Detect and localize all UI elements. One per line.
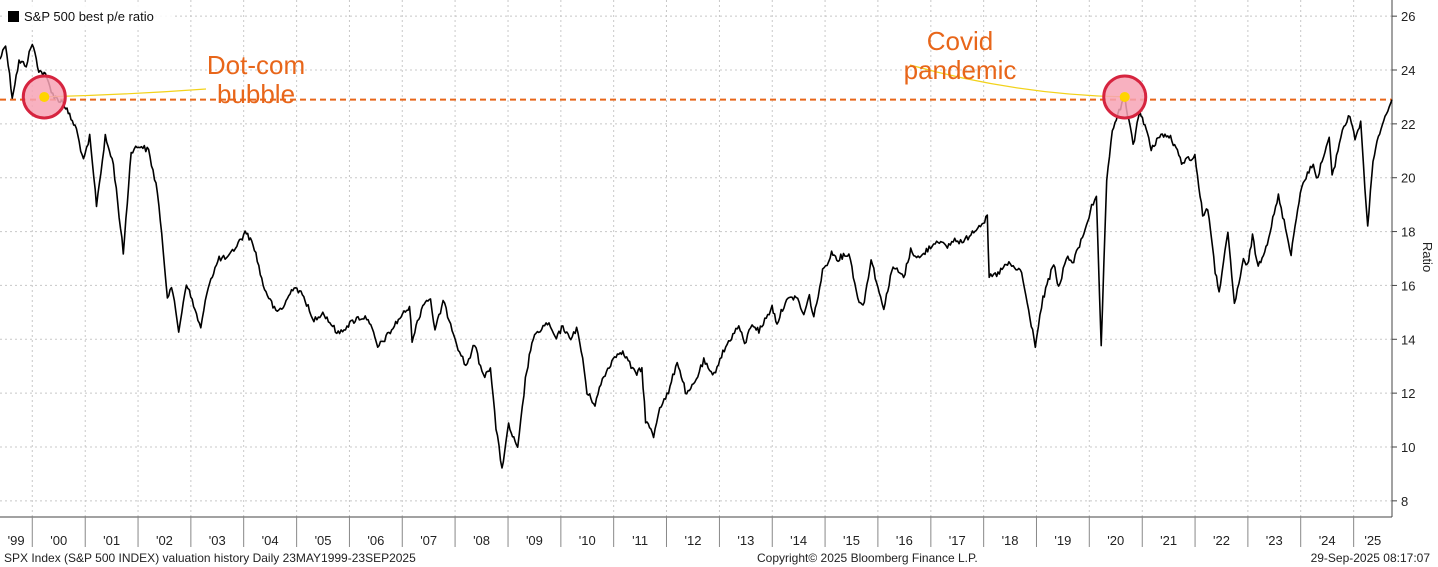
y-tick-label: 24 [1401, 63, 1415, 78]
x-tick-label: '08 [473, 533, 490, 548]
x-tick-label: '02 [156, 533, 173, 548]
y-tick-label: 10 [1401, 440, 1415, 455]
x-tick-label: '99 [8, 533, 25, 548]
annotation-dot [39, 91, 50, 102]
y-tick-label: 12 [1401, 386, 1415, 401]
x-tick-label: '07 [420, 533, 437, 548]
y-tick-label: 18 [1401, 225, 1415, 240]
x-tick-label: '00 [50, 533, 67, 548]
x-tick-label: '13 [737, 533, 754, 548]
annotation-leader [909, 64, 1125, 98]
y-tick-label: 8 [1401, 494, 1408, 509]
x-tick-label: '25 [1364, 533, 1381, 548]
x-tick-label: '15 [843, 533, 860, 548]
x-tick-label: '06 [367, 533, 384, 548]
y-tick-label: 14 [1401, 332, 1415, 347]
x-tick-label: '14 [790, 533, 807, 548]
grid-horizontal [0, 15, 1392, 502]
legend-box [2, 4, 172, 30]
x-tick-label: '05 [315, 533, 332, 548]
footer-description: SPX Index (S&P 500 INDEX) valuation hist… [4, 551, 416, 565]
footer-timestamp: 29-Sep-2025 08:17:07 [1310, 551, 1430, 565]
x-tick-label: '20 [1107, 533, 1124, 548]
x-tick-label: '19 [1054, 533, 1071, 548]
x-tick-label: '16 [896, 533, 913, 548]
x-tick-label: '18 [1002, 533, 1019, 548]
annotation-leader [44, 88, 207, 98]
annotation-text: pandemic [904, 55, 1017, 85]
footer-copyright: Copyright© 2025 Bloomberg Finance L.P. [757, 551, 978, 565]
x-tick-label: '21 [1160, 533, 1177, 548]
annotation-text: bubble [217, 79, 295, 109]
x-tick-label: '01 [103, 533, 120, 548]
x-axis-ticks: '99 '00 '01 '02 '03 '04 '05 '06 '07 '08 '09 '10 '11 '… [8, 517, 1381, 548]
series-line-sp500-pe [0, 43, 1393, 469]
y-axis-label: Ratio [1420, 242, 1435, 272]
x-tick-label: '09 [526, 533, 543, 548]
x-tick-label: '24 [1319, 533, 1336, 548]
x-tick-label: '03 [209, 533, 226, 548]
x-tick-label: '23 [1266, 533, 1283, 548]
y-tick-label: 26 [1401, 9, 1415, 24]
x-tick-label: '04 [262, 533, 279, 548]
x-tick-label: '17 [949, 533, 966, 548]
x-tick-label: '12 [684, 533, 701, 548]
legend-label: S&P 500 best p/e ratio [24, 9, 154, 24]
x-tick-label: '22 [1213, 533, 1230, 548]
y-axis-ticks: 8 10 12 14 16 18 20 22 24 26 [1392, 9, 1415, 509]
y-tick-label: 22 [1401, 117, 1415, 132]
legend: S&P 500 best p/e ratio [2, 4, 172, 30]
legend-swatch [8, 11, 19, 22]
annotation-text: Dot-com [207, 50, 305, 80]
x-tick-label: '10 [579, 533, 596, 548]
annotation-text: Covid [927, 26, 993, 56]
y-tick-label: 20 [1401, 171, 1415, 186]
y-tick-label: 16 [1401, 278, 1415, 293]
x-tick-label: '11 [632, 533, 648, 548]
annotation-dot [1119, 91, 1130, 102]
